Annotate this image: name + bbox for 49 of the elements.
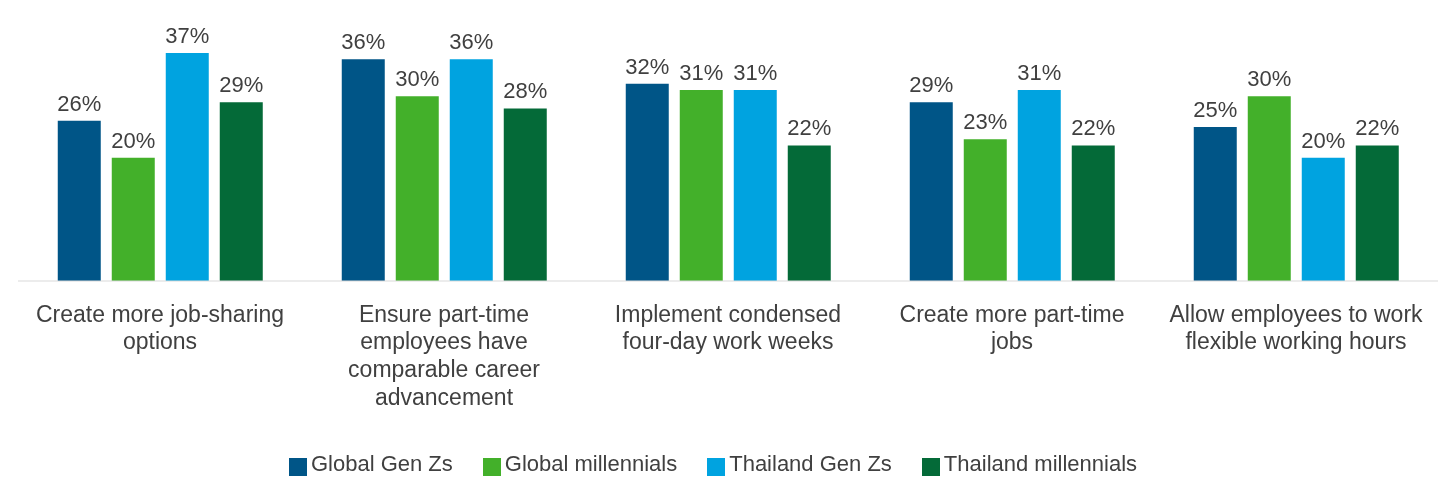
bar (395, 96, 439, 281)
data-label: 25% (1193, 96, 1238, 122)
data-label: 20% (111, 127, 156, 153)
data-label: 36% (449, 29, 494, 55)
bar (219, 102, 263, 281)
bar (503, 108, 547, 281)
bar (341, 59, 385, 281)
data-label: 28% (503, 78, 548, 104)
legend-label: Thailand millennials (943, 451, 1138, 476)
bar (1355, 145, 1399, 281)
x-tick-label: Create more job-sharing options (35, 300, 285, 355)
bar (1017, 89, 1061, 281)
bar (1247, 96, 1291, 281)
data-label: 22% (787, 115, 832, 141)
data-label: 22% (1355, 115, 1400, 141)
x-tick-label: Ensure part-time employees have comparable career advancement (348, 300, 541, 410)
data-label: 31% (1017, 59, 1062, 85)
bar (57, 120, 101, 281)
data-label: 29% (909, 72, 954, 98)
data-label: 37% (165, 23, 210, 48)
x-tick-label: Create more part-time jobs (899, 300, 1125, 355)
x-tick-label: Implement condensed four-day work weeks (614, 300, 842, 355)
data-label: 23% (963, 109, 1008, 135)
legend-label: Global Gen Zs (310, 451, 453, 476)
bar (733, 89, 777, 281)
data-label: 31% (679, 59, 724, 85)
bar (909, 102, 953, 281)
legend-label: Global millennials (504, 451, 678, 476)
bar (1071, 145, 1115, 281)
bar (787, 145, 831, 281)
data-label: 32% (625, 53, 670, 79)
data-label: 30% (1247, 66, 1292, 92)
data-label: 36% (341, 29, 386, 55)
bar (1301, 157, 1345, 281)
data-label: 31% (733, 59, 778, 85)
bar (449, 59, 493, 281)
bar (111, 157, 155, 281)
bar (625, 83, 669, 281)
bar (165, 53, 209, 281)
data-label: 30% (395, 66, 440, 92)
bar (679, 89, 723, 281)
data-label: 26% (57, 90, 102, 116)
legend-label: Thailand Gen Zs (729, 451, 892, 476)
bar (1193, 126, 1237, 281)
data-label: 20% (1301, 127, 1346, 153)
bar (963, 139, 1007, 281)
x-tick-label: Allow employees to work flexible working hours (1169, 300, 1424, 355)
data-label: 22% (1071, 115, 1116, 141)
data-label: 29% (219, 72, 264, 98)
